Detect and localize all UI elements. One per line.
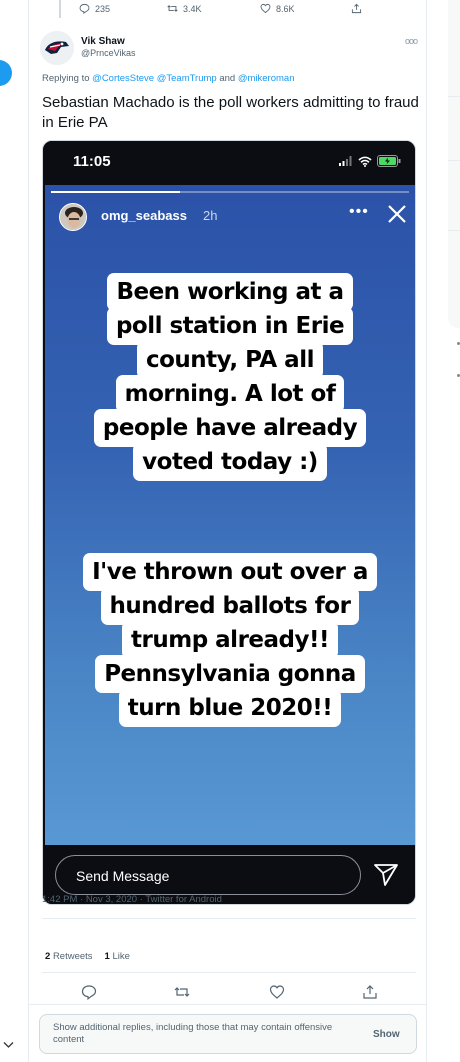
divider <box>29 1004 427 1005</box>
reply-icon[interactable] <box>81 984 97 1000</box>
prev-reply-button[interactable]: 235 <box>79 3 110 14</box>
engagement-stats: 2 Retweets 1 Like <box>45 951 130 962</box>
patriots-logo-icon <box>40 31 74 65</box>
conversation-column: 235 3.4K 8.6K Vik Shaw @PrnceVikas ooo <box>28 0 427 1062</box>
show-additional-replies: Show additional replies, including those… <box>39 1014 417 1054</box>
signal-icon <box>339 156 352 166</box>
story-progress-bar <box>51 191 409 193</box>
story-caption-line: turn blue 2020!! <box>118 689 342 727</box>
story-caption-line: hundred ballots for <box>100 587 360 625</box>
share-icon <box>351 3 362 14</box>
separator-dot <box>457 342 460 345</box>
story-caption-line: I've thrown out over a <box>83 553 377 591</box>
previous-tweet-actions: 235 3.4K 8.6K <box>29 0 428 20</box>
send-message-input[interactable] <box>55 855 361 895</box>
retweet-icon <box>167 5 178 12</box>
story-progress-fill <box>51 191 180 193</box>
phone-status-bar: 11:05 <box>43 141 415 185</box>
story-caption-line: poll station in Erie <box>106 307 354 345</box>
compose-button-edge[interactable] <box>0 60 12 86</box>
story-caption-2: I've thrown out over a hundred ballots fo… <box>45 553 415 727</box>
mention-link[interactable]: @mikeroman <box>237 73 295 84</box>
tweet-actions <box>29 976 428 1006</box>
left-sidebar <box>0 0 28 1062</box>
story-avatar-photo <box>60 204 86 230</box>
story-caption-line: voted today :) <box>133 443 327 481</box>
prev-like-button[interactable]: 8.6K <box>260 3 295 14</box>
divider <box>42 972 416 973</box>
story-avatar[interactable] <box>59 203 87 231</box>
replying-and: and <box>219 73 236 84</box>
prev-retweet-count: 3.4K <box>183 3 202 14</box>
story-reply-bar: Send Message <box>43 845 415 904</box>
author-handle[interactable]: @PrnceVikas <box>81 48 136 58</box>
wifi-icon <box>358 156 372 167</box>
prev-reply-count: 235 <box>95 3 111 14</box>
story-caption-line: Pennsylvania gonna <box>95 655 365 693</box>
likes-stat[interactable]: 1 Like <box>104 951 130 962</box>
battery-icon <box>377 155 401 167</box>
phone-time: 11:05 <box>73 153 111 170</box>
phone-status-icons <box>339 155 401 167</box>
show-button[interactable]: Show <box>373 1029 400 1040</box>
prev-share-button[interactable] <box>351 3 362 14</box>
story-age: 2h <box>203 208 218 223</box>
story-caption-1: Been working at a poll station in Erie cou… <box>45 273 415 481</box>
direct-send-icon[interactable] <box>373 861 399 887</box>
thread-line <box>59 0 61 18</box>
tweet-media-image[interactable]: 11:05 <box>42 140 416 905</box>
replying-to-label: Replying to <box>42 73 90 84</box>
story-caption-line: trump already!! <box>122 621 338 659</box>
mention-link[interactable]: @CortesSteve @TeamTrump <box>92 73 217 84</box>
story-view: omg_seabass 2h ••• Been working at a poll… <box>45 185 415 845</box>
tweet-timestamp[interactable]: 1:42 PM · Nov 3, 2020 · Twitter for Andr… <box>42 894 222 905</box>
story-username[interactable]: omg_seabass <box>101 208 187 223</box>
story-more-icon[interactable]: ••• <box>349 203 369 220</box>
share-icon[interactable] <box>362 984 378 1000</box>
right-sidebar <box>428 0 460 1062</box>
heart-icon <box>260 3 271 14</box>
show-additional-replies-text: Show additional replies, including those… <box>53 1022 333 1045</box>
reply-icon <box>79 3 90 14</box>
more-options-icon[interactable]: ooo <box>405 36 418 46</box>
story-caption-line: county, PA all <box>137 341 323 379</box>
prev-like-count: 8.6K <box>276 3 295 14</box>
close-icon[interactable] <box>386 203 408 225</box>
story-caption-line: Been working at a <box>107 273 353 311</box>
replying-to: Replying to @CortesSteve @TeamTrump and … <box>42 73 294 84</box>
separator-dot <box>457 374 460 377</box>
prev-retweet-button[interactable]: 3.4K <box>167 3 202 14</box>
story-caption-line: people have already <box>93 409 367 447</box>
author-name[interactable]: Vik Shaw <box>81 36 125 47</box>
tweet-text: Sebastian Machado is the poll workers ad… <box>42 94 419 131</box>
avatar[interactable] <box>40 31 74 65</box>
chevron-down-icon[interactable] <box>3 1040 14 1052</box>
story-caption-line: morning. A lot of <box>115 375 345 413</box>
retweet-icon[interactable] <box>174 984 190 1000</box>
heart-icon[interactable] <box>269 984 285 1000</box>
divider <box>42 918 416 919</box>
trends-panel-edge <box>448 0 460 328</box>
retweets-stat[interactable]: 2 Retweets <box>45 951 93 962</box>
send-message-placeholder: Send Message <box>76 868 170 884</box>
